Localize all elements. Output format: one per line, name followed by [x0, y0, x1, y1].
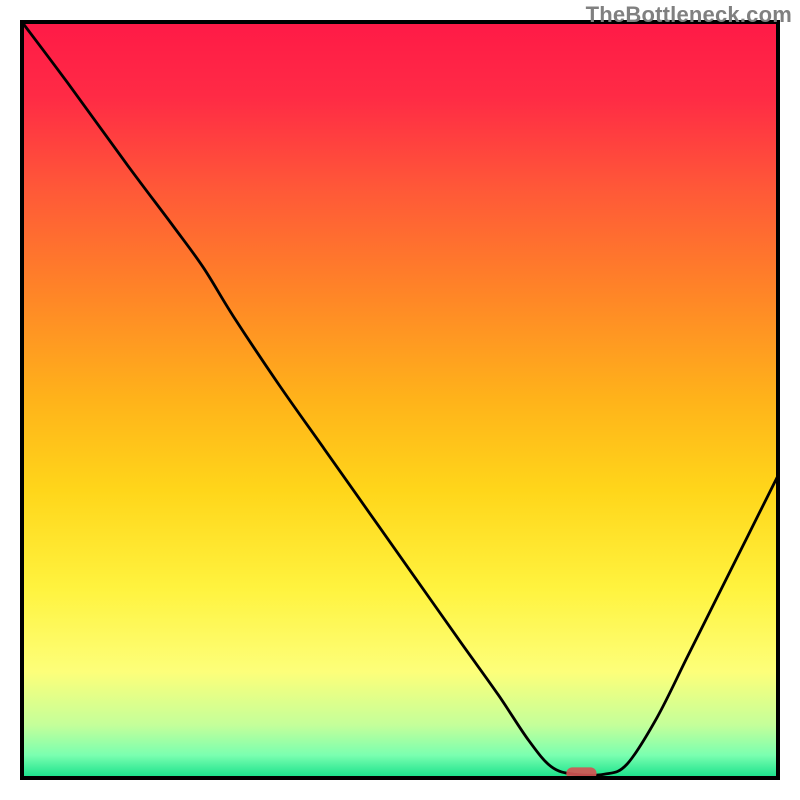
plot-area [22, 22, 778, 780]
watermark-label: TheBottleneck.com [586, 2, 792, 28]
chart-container: TheBottleneck.com [0, 0, 800, 800]
gradient-background [22, 22, 778, 778]
bottleneck-chart [0, 0, 800, 800]
